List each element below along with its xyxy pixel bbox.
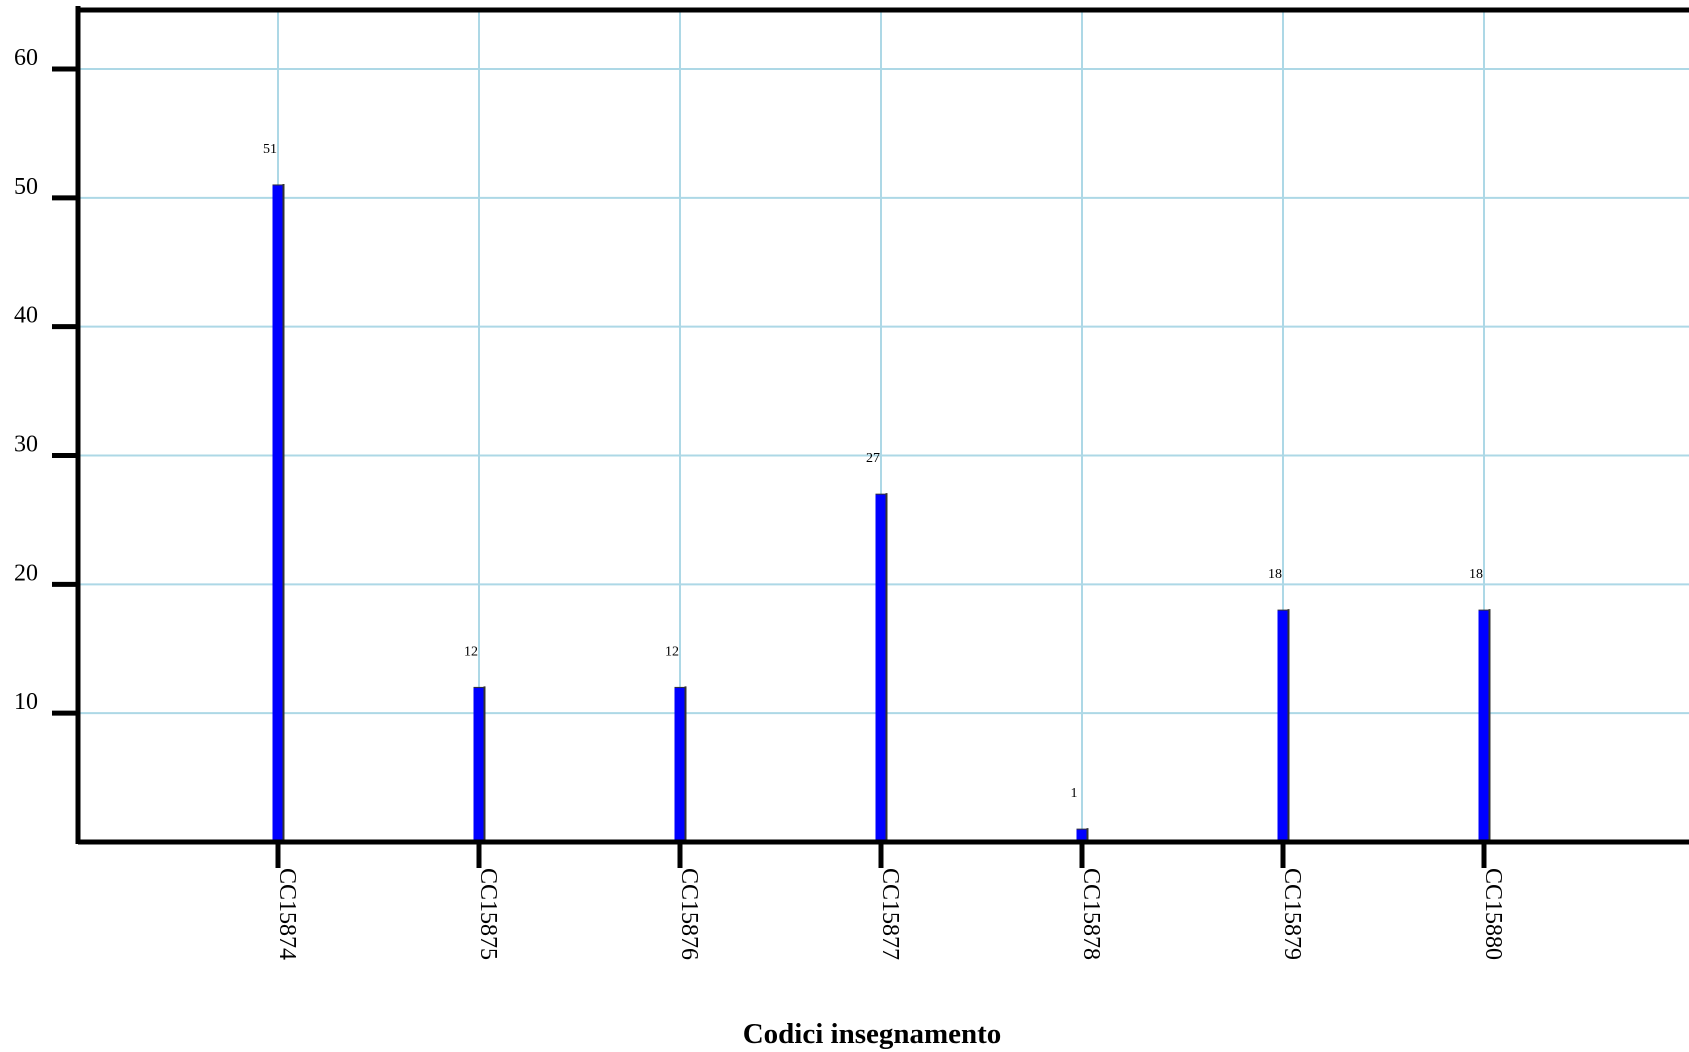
labels: 10 20 30 40 50 60 CC15874 51 CC15875 12 CC15876 12 C… (14, 45, 1506, 960)
bars (272, 183, 1491, 842)
bar (272, 184, 284, 842)
data-label: 27 (866, 451, 880, 466)
bar (674, 687, 686, 842)
data-label: 18 (1469, 567, 1483, 582)
y-tick-label: 40 (14, 303, 38, 329)
y-tick-label: 60 (14, 45, 38, 71)
data-label: 12 (464, 644, 478, 659)
x-tick-label: CC15880 (1480, 868, 1506, 960)
y-tick-label: 30 (14, 432, 38, 458)
bar (1478, 610, 1490, 842)
y-tick-label: 10 (14, 689, 38, 715)
x-tick-label: CC15874 (274, 868, 300, 960)
y-tick-label: 20 (14, 560, 38, 586)
x-tick-label: CC15875 (475, 868, 501, 960)
x-tick-label: CC15876 (676, 868, 702, 960)
data-label: 51 (263, 142, 277, 157)
x-tick-label: CC15877 (877, 868, 903, 960)
x-tick-label: CC15879 (1279, 868, 1305, 960)
y-tick-label: 50 (14, 174, 38, 200)
axes (52, 6, 1689, 868)
bar (875, 494, 887, 842)
bar (1076, 829, 1088, 842)
x-tick-label: CC15878 (1078, 868, 1104, 960)
x-axis-title: Codici insegnamento (743, 1018, 1002, 1050)
bar (473, 687, 485, 842)
data-label: 12 (665, 644, 679, 659)
data-label: 18 (1268, 567, 1282, 582)
bar (1277, 610, 1289, 842)
data-label: 1 (1071, 786, 1078, 801)
